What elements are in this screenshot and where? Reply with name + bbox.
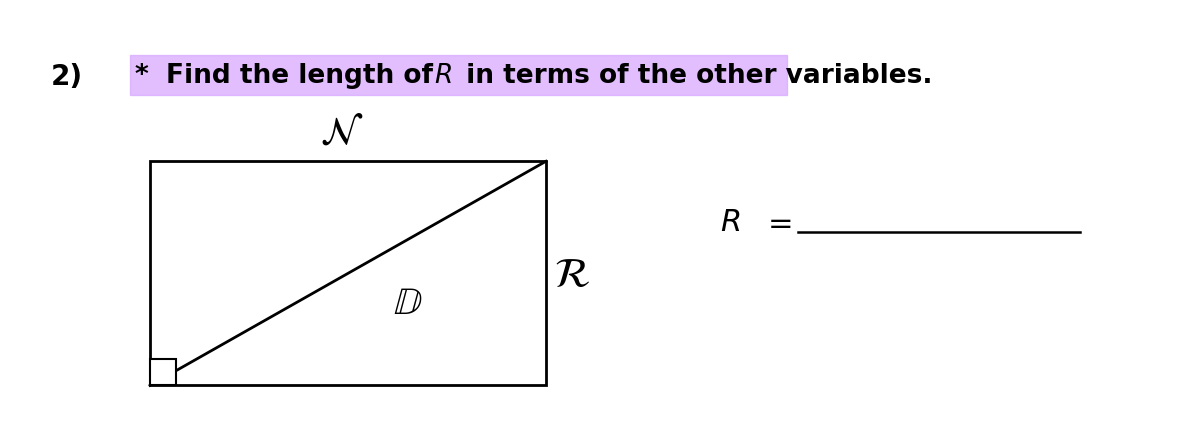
Text: $\mathit{R}$: $\mathit{R}$	[434, 63, 452, 89]
Text: $\mathcal{N}$: $\mathcal{N}$	[320, 114, 364, 151]
Text: Find the length of: Find the length of	[166, 63, 442, 89]
Text: *: *	[134, 63, 148, 89]
Bar	[150, 162, 546, 386]
Text: $R$: $R$	[720, 206, 740, 237]
Text: $\mathcal{R}$: $\mathcal{R}$	[554, 254, 590, 296]
Bar	[150, 359, 176, 386]
Text: $=$: $=$	[762, 206, 792, 237]
Text: 2): 2)	[50, 63, 83, 91]
Bar	[130, 55, 787, 96]
Text: $\mathbb{D}$: $\mathbb{D}$	[394, 284, 422, 321]
Text: in terms of the other variables.: in terms of the other variables.	[457, 63, 932, 89]
